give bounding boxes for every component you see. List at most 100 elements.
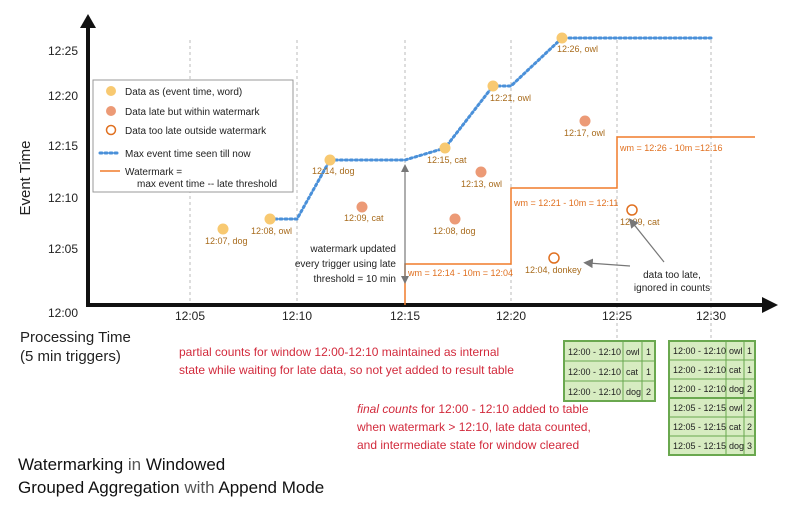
point-on-time-1226-owl bbox=[556, 32, 568, 44]
caption-grouped-aggregation: Grouped Aggregation bbox=[18, 478, 180, 497]
caption-append-mode: Append Mode bbox=[218, 478, 324, 497]
y-tick-1205: 12:05 bbox=[48, 242, 78, 256]
result-table-1225: 12:00 - 12:10 owl 1 12:00 - 12:10 cat 1 … bbox=[563, 340, 656, 402]
table2-row-3: 12:00 - 12:10 dog 2 bbox=[673, 384, 752, 394]
wm-updated-line2: every trigger using late bbox=[295, 259, 397, 270]
data-points: 12:07, dog 12:08, owl 12:14, dog 12:09, … bbox=[205, 32, 660, 275]
table1-cell: 12:00 - 12:10 bbox=[568, 367, 621, 377]
table1-cell: owl bbox=[626, 347, 640, 357]
table2-row-4: 12:05 - 12:15 owl 2 bbox=[673, 403, 752, 413]
table2-cell: 3 bbox=[747, 441, 752, 451]
table1-row-3: 12:00 - 12:10 dog 2 bbox=[568, 387, 651, 397]
table2-cell: 12:00 - 12:10 bbox=[673, 384, 726, 394]
caption-line2: Grouped Aggregation with Append Mode bbox=[18, 478, 324, 497]
table1-cell: 12:00 - 12:10 bbox=[568, 347, 621, 357]
legend-too-late-icon bbox=[105, 124, 117, 136]
table1-row-2: 12:00 - 12:10 cat 1 bbox=[568, 367, 651, 377]
legend-item-watermark-2: max event time -- late threshold bbox=[137, 179, 277, 190]
legend: Data as (event time, word) Data late but… bbox=[92, 79, 294, 193]
table2-cell: owl bbox=[729, 346, 743, 356]
point-late-1209-cat bbox=[356, 201, 368, 213]
point-on-time-1207-dog bbox=[217, 223, 229, 235]
table2-cell: 12:00 - 12:10 bbox=[673, 346, 726, 356]
table2-cell: dog bbox=[729, 384, 744, 394]
point-label-1208-dog: 12:08, dog bbox=[433, 226, 476, 236]
point-label-1221-owl: 12:21, owl bbox=[490, 93, 531, 103]
point-on-time-1221-owl bbox=[487, 80, 499, 92]
axes bbox=[80, 14, 778, 313]
table2-cell: 12:00 - 12:10 bbox=[673, 365, 726, 375]
table2-cell: cat bbox=[729, 365, 742, 375]
point-late-1217-owl bbox=[579, 115, 591, 127]
legend-on-time-icon bbox=[106, 86, 116, 96]
legend-box bbox=[92, 79, 294, 193]
x-tick-1225: 12:25 bbox=[602, 309, 632, 323]
table1-grid bbox=[564, 341, 655, 401]
y-tick-1210: 12:10 bbox=[48, 191, 78, 205]
point-label-1209-cat-late: 12:09, cat bbox=[620, 217, 660, 227]
table2-row-1: 12:00 - 12:10 owl 1 bbox=[673, 346, 752, 356]
point-label-1215-cat: 12:15, cat bbox=[427, 155, 467, 165]
point-too-late-1204-donkey bbox=[548, 252, 560, 264]
legend-late-icon bbox=[106, 106, 116, 116]
x-tick-1210: 12:10 bbox=[282, 309, 312, 323]
x-tick-1215: 12:15 bbox=[390, 309, 420, 323]
point-on-time-1208-owl bbox=[264, 213, 276, 225]
wm-updated-line3: threshold = 10 min bbox=[313, 274, 396, 285]
too-late-line1: data too late, bbox=[643, 270, 701, 281]
y-axis-arrow-icon bbox=[80, 14, 96, 28]
final-note-rest: for 12:00 - 12:10 added to table bbox=[418, 402, 589, 416]
table1-cell: dog bbox=[626, 387, 641, 397]
point-on-time-1215-cat bbox=[439, 142, 451, 154]
y-tick-1225: 12:25 bbox=[48, 44, 78, 58]
point-label-1217-owl: 12:17, owl bbox=[564, 128, 605, 138]
partial-note-line2: state while waiting for late data, so no… bbox=[179, 363, 514, 377]
legend-item-too-late: Data too late outside watermark bbox=[125, 126, 267, 137]
x-tick-labels: 12:05 12:10 12:15 12:20 12:25 12:30 bbox=[175, 309, 726, 323]
y-tick-1215: 12:15 bbox=[48, 139, 78, 153]
caption-windowed: Windowed bbox=[146, 455, 225, 474]
y-tick-1220: 12:20 bbox=[48, 89, 78, 103]
point-label-1207-dog: 12:07, dog bbox=[205, 236, 248, 246]
table2-cell: dog bbox=[729, 441, 744, 451]
final-note-italic: final counts bbox=[357, 402, 418, 416]
max-event-time-line bbox=[268, 36, 713, 221]
table1-cell: 1 bbox=[646, 367, 651, 377]
caption-line1: Watermarking in Windowed bbox=[18, 455, 225, 474]
table2-cell: 2 bbox=[747, 403, 752, 413]
table2-cell: 12:05 - 12:15 bbox=[673, 441, 726, 451]
caption-with: with bbox=[180, 478, 219, 497]
final-note-line2: when watermark > 12:10, late data counte… bbox=[356, 420, 591, 434]
final-note-line3: and intermediate state for window cleare… bbox=[357, 438, 579, 452]
table2-cell: 12:05 - 12:15 bbox=[673, 403, 726, 413]
table1-cell: 2 bbox=[646, 387, 651, 397]
too-late-line2: ignored in counts bbox=[634, 283, 710, 294]
table2-cell: 1 bbox=[747, 346, 752, 356]
watermark-label-1: wm = 12:14 - 10m = 12:04 bbox=[407, 268, 513, 278]
wm-gap-arrow-up-icon bbox=[401, 164, 409, 172]
table2-row-5: 12:05 - 12:15 cat 2 bbox=[673, 422, 752, 432]
y-axis-title: Event Time bbox=[17, 140, 34, 215]
x-tick-1230: 12:30 bbox=[696, 309, 726, 323]
x-axis-title-line2: (5 min triggers) bbox=[20, 348, 121, 365]
legend-item-watermark-1: Watermark = bbox=[125, 167, 182, 178]
point-label-1226-owl: 12:26, owl bbox=[557, 44, 598, 54]
x-axis-title-line1: Processing Time bbox=[20, 329, 131, 346]
legend-item-late: Data late but within watermark bbox=[125, 107, 261, 118]
too-late-arrow-1 bbox=[583, 258, 631, 269]
point-label-1208-owl: 12:08, owl bbox=[251, 226, 292, 236]
legend-item-max: Max event time seen till now bbox=[125, 149, 251, 160]
y-tick-1200: 12:00 bbox=[48, 306, 78, 320]
table2-cell: 12:05 - 12:15 bbox=[673, 422, 726, 432]
table2-cell: 1 bbox=[747, 365, 752, 375]
point-label-1214-dog: 12:14, dog bbox=[312, 166, 355, 176]
table1-frame bbox=[563, 340, 656, 402]
caption-in: in bbox=[123, 455, 146, 474]
x-tick-1205: 12:05 bbox=[175, 309, 205, 323]
final-note-line1: final counts for 12:00 - 12:10 added to … bbox=[357, 402, 589, 416]
x-axis-arrow-icon bbox=[762, 297, 778, 313]
table1-row-1: 12:00 - 12:10 owl 1 bbox=[568, 347, 651, 357]
table2-cell: owl bbox=[729, 403, 743, 413]
table2-cell: 2 bbox=[747, 422, 752, 432]
